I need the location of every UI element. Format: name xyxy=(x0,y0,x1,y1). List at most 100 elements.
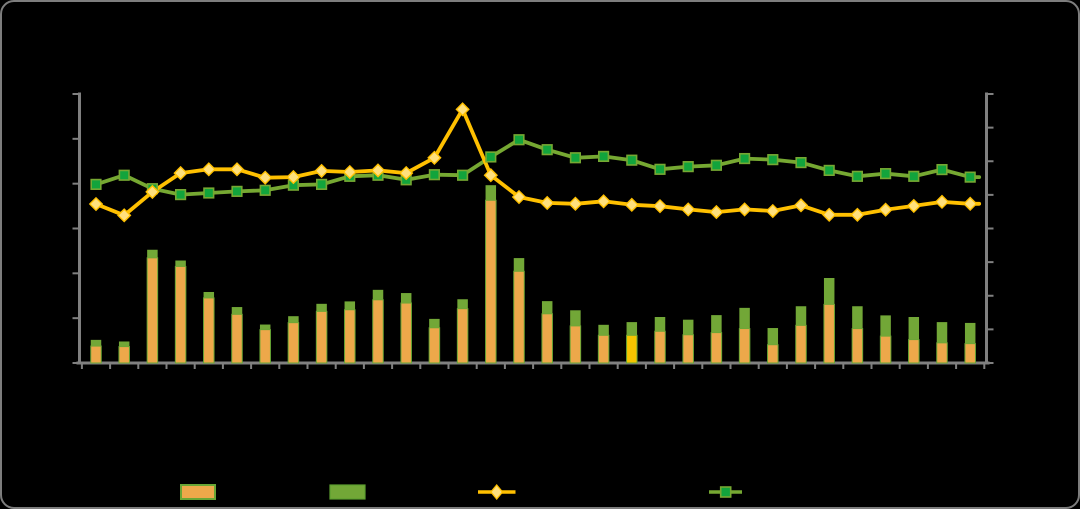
line-yellow-diamond-path xyxy=(94,107,982,218)
diamond-marker xyxy=(88,196,104,212)
square-marker xyxy=(682,161,694,173)
square-marker xyxy=(456,169,469,181)
square-marker xyxy=(795,156,807,169)
bar-segment-bottom xyxy=(372,299,384,364)
square-marker xyxy=(964,171,976,183)
diamond-marker xyxy=(793,198,809,213)
bar-segment-top xyxy=(429,318,440,328)
diamond-marker xyxy=(427,150,442,165)
diamond-marker xyxy=(511,189,527,205)
diamond-marker xyxy=(878,202,893,217)
bar-segment-bottom xyxy=(541,313,553,364)
diamond-marker xyxy=(117,208,132,223)
bar-segment-bottom xyxy=(851,328,864,364)
bar-segment-top xyxy=(936,322,948,343)
bar-segment-top xyxy=(711,315,722,333)
diamond-marker xyxy=(370,163,386,178)
diamond-marker xyxy=(765,203,780,219)
diamond-marker xyxy=(540,195,555,211)
bar-segment-bottom xyxy=(259,329,271,364)
diamond-marker xyxy=(906,198,921,214)
diamond-marker xyxy=(681,202,696,217)
square-marker xyxy=(879,168,892,180)
square-marker xyxy=(626,154,638,166)
bar-segment-top xyxy=(964,322,976,344)
bar-segment-bottom xyxy=(456,308,469,364)
stacked-bars-group xyxy=(90,185,976,364)
legend-swatch-bar-orange xyxy=(180,484,216,500)
bar-segment-top xyxy=(908,317,920,340)
bar-segment-bottom xyxy=(767,344,779,364)
bar-segment-bottom xyxy=(513,270,525,364)
bar-segment-bottom xyxy=(287,322,300,364)
square-marker xyxy=(767,154,779,166)
diamond-marker xyxy=(963,196,978,211)
legend-diamond-marker xyxy=(490,483,504,501)
diamond-marker xyxy=(342,164,357,180)
diamond-marker xyxy=(286,169,301,185)
bar-segment-top xyxy=(147,249,158,258)
bar-segment-bottom xyxy=(90,345,102,364)
diamond-marker xyxy=(822,207,837,222)
line-series-group xyxy=(94,107,982,218)
diamond-marker xyxy=(145,184,160,200)
bar-segment-bottom xyxy=(823,303,835,364)
diamond-marker xyxy=(709,204,724,220)
bar-segment-top xyxy=(316,303,327,312)
bar-segment-top xyxy=(767,328,779,345)
bar-segment-bottom xyxy=(400,302,412,364)
diamond-marker xyxy=(483,168,498,183)
axes-group xyxy=(72,92,994,369)
legend-swatch-bar-green xyxy=(329,484,366,500)
square-marker xyxy=(315,178,328,190)
square-marker xyxy=(485,151,497,163)
bar-segment-top xyxy=(852,306,863,329)
diamond-marker xyxy=(737,202,752,217)
bar-segment-bottom xyxy=(569,325,582,364)
bar-segment-bottom xyxy=(203,297,215,364)
bar-segment-bottom xyxy=(146,257,159,364)
square-marker xyxy=(597,150,610,163)
bar-segment-bottom xyxy=(597,334,610,364)
bar-segment-top xyxy=(175,260,186,267)
bar-segment-bottom xyxy=(174,265,187,364)
square-marker xyxy=(851,170,863,182)
bar-segment-top xyxy=(288,316,299,323)
bar-segment-bottom xyxy=(485,199,497,364)
square-marker xyxy=(231,185,243,197)
diamond-marker xyxy=(455,102,470,117)
legend-group xyxy=(180,483,742,501)
square-marker xyxy=(175,189,187,201)
bar-segment-bottom xyxy=(964,343,976,364)
bar-segment-top xyxy=(626,322,638,336)
diamond-marker xyxy=(258,170,273,185)
bar-segment-bottom xyxy=(682,334,694,364)
diamond-marker xyxy=(568,196,583,211)
bar-segment-top xyxy=(344,301,356,310)
bar-segment-top xyxy=(90,339,102,347)
bar-segment-top xyxy=(203,291,215,298)
square-marker xyxy=(90,178,102,190)
diamond-marker xyxy=(652,198,668,214)
bar-segment-bottom xyxy=(118,346,130,364)
bar-segment-top xyxy=(795,306,807,326)
bar-segment-top xyxy=(880,315,891,337)
square-marker xyxy=(710,159,722,171)
diamond-marker xyxy=(596,194,611,209)
diamond-marker xyxy=(201,162,216,177)
bar-segment-bottom xyxy=(795,324,807,364)
diamond-marker xyxy=(934,194,950,210)
bar-segment-top xyxy=(485,185,497,201)
legend-square-marker xyxy=(719,486,732,498)
square-marker xyxy=(513,134,525,146)
diamond-marker xyxy=(173,165,188,181)
square-marker xyxy=(823,164,835,176)
bar-segment-top xyxy=(598,324,609,336)
bar-segment-top xyxy=(457,299,468,309)
bar-segment-bottom xyxy=(344,309,356,364)
bar-segment-bottom xyxy=(879,335,892,364)
bar-segment-top xyxy=(541,301,553,314)
bar-segment-top xyxy=(739,307,750,329)
